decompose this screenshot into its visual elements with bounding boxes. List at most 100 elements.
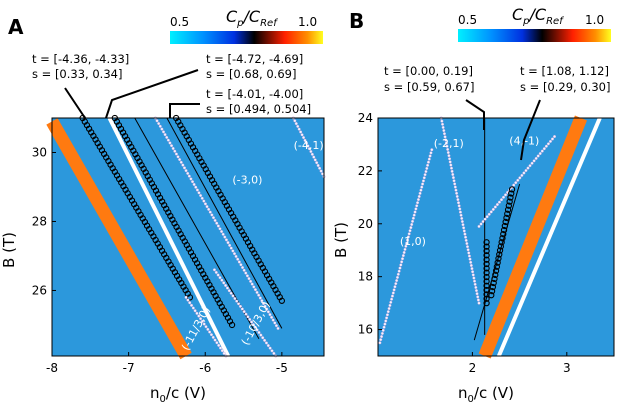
marker bbox=[189, 177, 193, 181]
marker bbox=[448, 160, 452, 164]
y-tick-label: 28 bbox=[32, 214, 47, 228]
marker bbox=[214, 270, 218, 274]
marker bbox=[315, 161, 319, 165]
marker bbox=[263, 304, 267, 308]
marker bbox=[518, 176, 522, 180]
marker bbox=[445, 144, 449, 148]
marker bbox=[233, 297, 237, 301]
marker bbox=[218, 276, 222, 280]
leader-a1 bbox=[64, 87, 86, 119]
marker bbox=[483, 217, 487, 221]
marker bbox=[461, 223, 465, 227]
marker bbox=[458, 210, 462, 214]
marker bbox=[501, 222, 509, 230]
marker bbox=[213, 218, 217, 222]
marker bbox=[187, 174, 191, 178]
marker bbox=[423, 173, 427, 177]
marker bbox=[488, 292, 495, 299]
x-tick-label: -6 bbox=[199, 361, 211, 375]
marker bbox=[402, 250, 406, 254]
marker bbox=[226, 241, 230, 245]
marker bbox=[469, 263, 473, 267]
fit-line-1 bbox=[134, 117, 260, 339]
marker bbox=[395, 279, 399, 283]
marker bbox=[497, 243, 505, 250]
marker bbox=[209, 333, 213, 337]
marker bbox=[449, 166, 453, 170]
marker bbox=[491, 207, 495, 211]
marker bbox=[488, 287, 496, 295]
marker bbox=[312, 155, 316, 159]
y-tick-label: 30 bbox=[32, 145, 47, 159]
marker bbox=[475, 292, 479, 296]
marker bbox=[239, 263, 243, 267]
marker bbox=[412, 213, 416, 217]
colorbar-b-min: 0.5 bbox=[458, 13, 477, 27]
marker bbox=[454, 188, 458, 192]
marker bbox=[421, 179, 425, 183]
marker bbox=[428, 154, 432, 158]
marker bbox=[477, 224, 481, 228]
marker bbox=[176, 155, 180, 159]
marker bbox=[453, 185, 457, 189]
marker bbox=[227, 289, 231, 293]
marker bbox=[411, 216, 415, 220]
panel-b-ylabel: B (T) bbox=[332, 222, 350, 258]
marker bbox=[270, 315, 274, 319]
series-5 bbox=[212, 268, 278, 358]
marker bbox=[396, 272, 400, 276]
marker bbox=[303, 138, 307, 142]
marker bbox=[453, 182, 457, 186]
colorbar-a: 0.5 1.0 Cp/CRef bbox=[170, 7, 323, 44]
marker bbox=[259, 333, 263, 337]
marker bbox=[199, 317, 203, 321]
marker bbox=[382, 325, 386, 329]
marker bbox=[210, 213, 214, 217]
marker bbox=[252, 285, 256, 289]
marker bbox=[455, 191, 459, 195]
marker bbox=[526, 166, 530, 170]
series-4 bbox=[488, 186, 516, 299]
marker bbox=[190, 303, 194, 307]
marker bbox=[206, 327, 210, 331]
marker bbox=[260, 299, 264, 303]
marker bbox=[179, 160, 183, 164]
marker bbox=[390, 294, 394, 298]
marker bbox=[184, 295, 188, 299]
marker bbox=[197, 191, 201, 195]
marker bbox=[444, 141, 448, 145]
marker bbox=[390, 297, 394, 301]
marker bbox=[417, 194, 421, 198]
annotation-a2-s: s = [0.68, 0.69] bbox=[206, 67, 296, 81]
marker bbox=[504, 206, 512, 213]
marker bbox=[229, 291, 233, 295]
marker bbox=[476, 295, 480, 299]
marker bbox=[207, 207, 211, 211]
marker bbox=[470, 267, 474, 271]
marker bbox=[218, 227, 222, 231]
marker bbox=[553, 135, 557, 139]
marker bbox=[237, 302, 241, 306]
marker bbox=[489, 210, 493, 214]
annotation-b1-t: t = [0.00, 0.19] bbox=[384, 64, 473, 78]
marker bbox=[460, 220, 464, 224]
marker bbox=[273, 321, 277, 325]
marker bbox=[192, 182, 196, 186]
marker bbox=[421, 182, 425, 186]
marker bbox=[200, 196, 204, 200]
marker bbox=[388, 303, 392, 307]
marker bbox=[228, 243, 232, 247]
marker bbox=[474, 285, 478, 289]
x-tick-label: -7 bbox=[123, 361, 135, 375]
marker bbox=[530, 161, 534, 165]
marker bbox=[229, 246, 233, 250]
marker bbox=[538, 152, 542, 156]
marker bbox=[220, 278, 224, 282]
marker bbox=[293, 119, 297, 123]
marker bbox=[457, 201, 461, 205]
marker bbox=[410, 222, 414, 226]
marker bbox=[546, 142, 550, 146]
marker bbox=[224, 238, 228, 242]
marker bbox=[495, 203, 499, 207]
marker bbox=[516, 178, 520, 182]
